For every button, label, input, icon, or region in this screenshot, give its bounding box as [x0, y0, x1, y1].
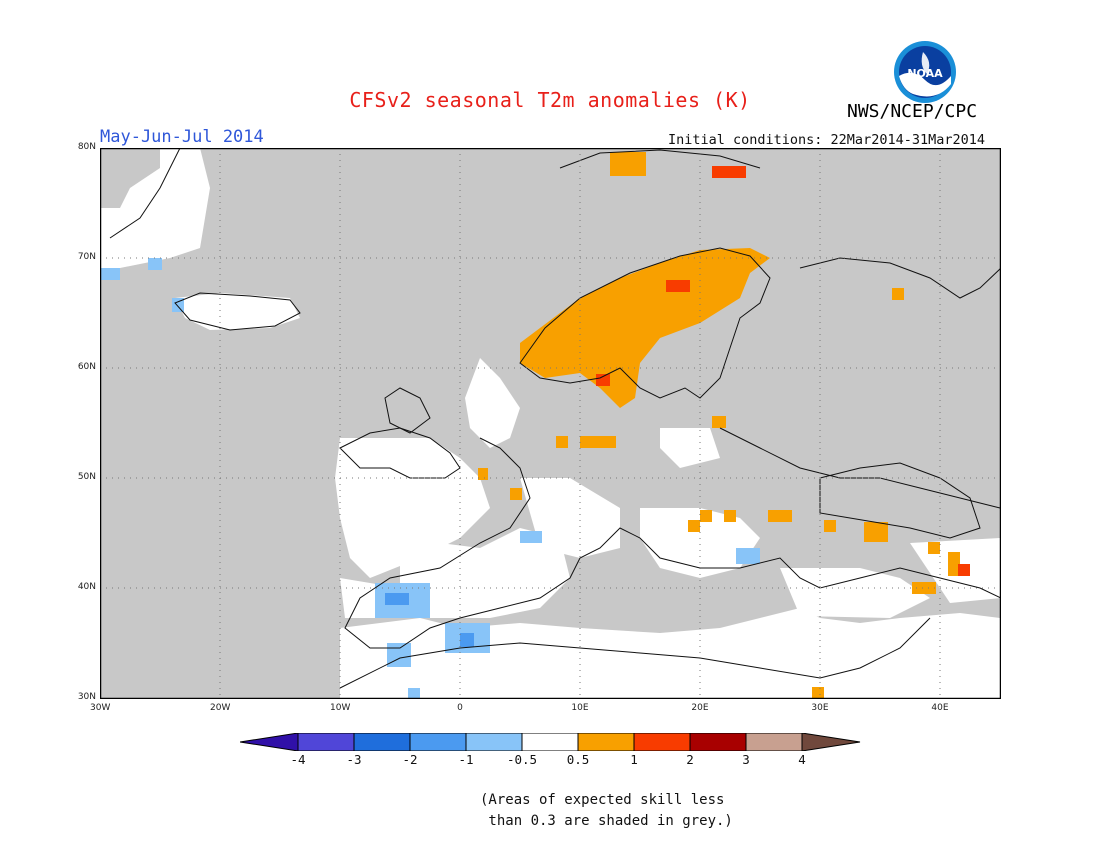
cold-anomalies — [100, 258, 760, 699]
colorbar-high-arrow — [801, 733, 861, 751]
page-title: CFSv2 seasonal T2m anomalies (K) — [349, 88, 751, 112]
lon-tick-label: 10W — [330, 703, 351, 713]
colorbar-label: 3 — [742, 752, 750, 767]
lon-tick-label: 20E — [691, 703, 709, 713]
agency-label: NWS/NCEP/CPC — [847, 101, 978, 122]
colorbar-label: -2 — [402, 752, 418, 767]
lat-tick-label: 40N — [77, 582, 96, 592]
colorbar-label: -1 — [458, 752, 474, 767]
colorbar-label: 2 — [686, 752, 694, 767]
colorbar-swatch — [633, 733, 691, 751]
lat-tick-label: 60N — [77, 362, 96, 372]
colorbar-swatch — [577, 733, 635, 751]
lon-tick-label: 0 — [457, 703, 463, 713]
map-frame — [100, 148, 1001, 699]
lat-tick-label: 80N — [77, 142, 96, 152]
colorbar-swatch — [745, 733, 803, 751]
lon-tick-label: 10E — [571, 703, 589, 713]
warm-anomalies — [478, 152, 970, 699]
coastlines — [109, 148, 1001, 689]
lat-tick-label: 30N — [77, 692, 96, 702]
colorbar-label: -0.5 — [506, 752, 538, 767]
colorbar-label: -3 — [346, 752, 362, 767]
colorbar-swatch — [353, 733, 411, 751]
lon-tick-label: 30W — [90, 703, 111, 713]
graticule — [100, 148, 1001, 699]
lon-tick-label: 20W — [210, 703, 231, 713]
colorbar-label: 0.5 — [566, 752, 590, 767]
colorbar-label: 1 — [630, 752, 638, 767]
colorbar-swatch — [521, 733, 579, 751]
noaa-logo-text: NOAA — [907, 67, 943, 80]
lon-tick-label: 30E — [811, 703, 829, 713]
lat-tick-label: 70N — [77, 252, 96, 262]
skill-note: (Areas of expected skill less than 0.3 a… — [480, 792, 733, 829]
colorbar-swatch — [409, 733, 467, 751]
anomaly-map — [100, 148, 1001, 699]
skill-regions — [100, 148, 1001, 699]
colorbar-swatch — [297, 733, 355, 751]
colorbar-low-arrow — [240, 733, 299, 751]
lon-tick-label: 40E — [931, 703, 949, 713]
colorbar-swatch — [465, 733, 523, 751]
noaa-logo: NOAA — [894, 41, 956, 103]
initial-conditions: Initial conditions: 22Mar2014-31Mar2014 — [668, 132, 985, 148]
colorbar-label: -4 — [290, 752, 306, 767]
colorbar-swatch — [689, 733, 747, 751]
colorbar — [240, 733, 861, 751]
lat-tick-label: 50N — [77, 472, 96, 482]
forecast-period: May-Jun-Jul 2014 — [100, 127, 264, 147]
colorbar-label: 4 — [798, 752, 806, 767]
